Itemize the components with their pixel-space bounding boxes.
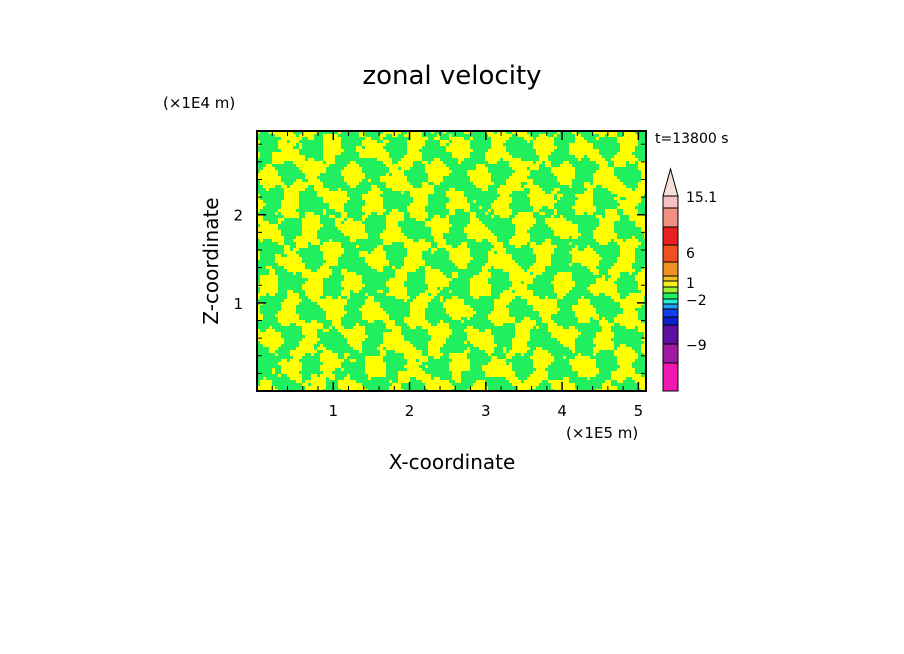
x-tick-label: 4 bbox=[557, 402, 567, 420]
colorbar-level bbox=[662, 324, 679, 345]
colorbar-label: −9 bbox=[686, 338, 707, 354]
colorbar-level bbox=[662, 343, 679, 364]
colorbar-level bbox=[662, 244, 679, 263]
colorbar-level bbox=[662, 261, 679, 277]
colorbar-level bbox=[662, 275, 679, 282]
x-tick-label: 5 bbox=[634, 402, 644, 420]
colorbar-label: 15.1 bbox=[686, 190, 717, 206]
colorbar-level bbox=[662, 316, 679, 326]
colorbar-level bbox=[662, 303, 679, 310]
field-positive-region bbox=[257, 131, 646, 391]
velocity-field bbox=[257, 131, 646, 391]
x-tick-label: 1 bbox=[329, 402, 339, 420]
colorbar-level bbox=[662, 298, 679, 305]
colorbar: 15.1 6 1−2 −9 bbox=[662, 167, 717, 392]
colorbar-level bbox=[662, 286, 679, 294]
x-tick-label: 2 bbox=[405, 402, 415, 420]
colorbar-level bbox=[662, 195, 679, 209]
plot-frame bbox=[256, 130, 647, 392]
colorbar-level bbox=[662, 308, 679, 318]
colorbar-level bbox=[662, 207, 679, 228]
colorbar-level bbox=[662, 226, 679, 246]
colorbar-label: 1 bbox=[686, 276, 695, 292]
colorbar-level bbox=[662, 362, 679, 392]
x-tick-label: 3 bbox=[481, 402, 491, 420]
colorbar-level bbox=[662, 292, 679, 300]
x-axis-label: X-coordinate bbox=[389, 450, 516, 474]
colorbar-max-arrow bbox=[662, 167, 679, 197]
axis-ticks: 1 2 3 4 5 1 2 bbox=[233, 131, 646, 420]
y-unit-label: (×1E4 m) bbox=[163, 94, 235, 112]
y-axis-label: Z-coordinate bbox=[199, 197, 223, 324]
colorbar-level bbox=[662, 280, 679, 288]
chart-title: zonal velocity bbox=[362, 61, 541, 91]
time-label: t=13800 s bbox=[655, 131, 729, 147]
y-tick-label: 2 bbox=[233, 207, 243, 225]
colorbar-label: 6 bbox=[686, 246, 695, 262]
y-tick-label: 1 bbox=[233, 295, 243, 313]
x-unit-label: (×1E5 m) bbox=[566, 424, 638, 442]
colorbar-label: −2 bbox=[686, 293, 707, 309]
